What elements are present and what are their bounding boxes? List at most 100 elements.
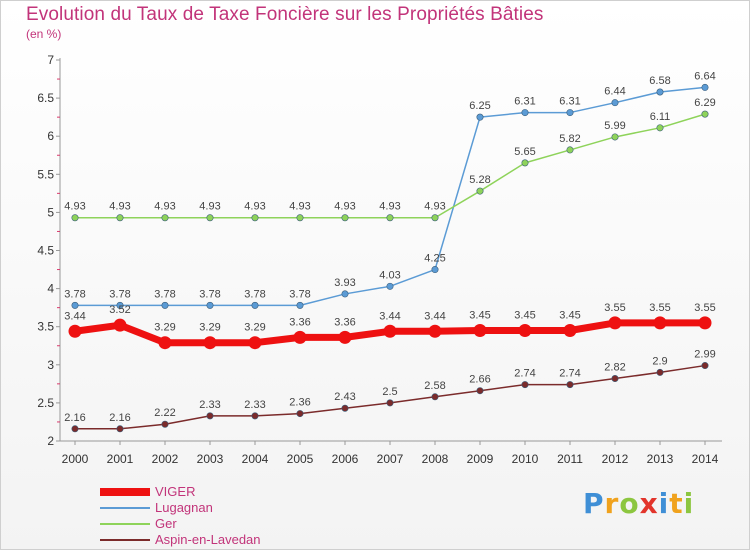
- data-point: [701, 83, 709, 91]
- data-point: [521, 381, 529, 389]
- data-point: [521, 159, 529, 167]
- data-point: [68, 324, 82, 338]
- legend-swatch: [100, 488, 150, 496]
- x-tick-label: 2006: [332, 452, 359, 466]
- data-point: [386, 214, 394, 222]
- data-point: [113, 318, 127, 332]
- x-tick-label: 2008: [422, 452, 449, 466]
- data-point: [251, 412, 259, 420]
- data-point: [206, 412, 214, 420]
- data-label: 2.66: [469, 374, 490, 386]
- data-point: [611, 133, 619, 141]
- x-tick-label: 2012: [602, 452, 629, 466]
- logo-letter: P: [583, 487, 605, 520]
- logo-letter: i: [658, 487, 670, 520]
- x-tick-label: 2003: [197, 452, 224, 466]
- data-label: 3.78: [289, 288, 310, 300]
- data-label: 4.93: [424, 201, 445, 213]
- y-tick-label: 2: [47, 434, 54, 448]
- data-label: 2.33: [244, 399, 265, 411]
- legend-label: Lugagnan: [155, 500, 213, 515]
- data-label: 6.31: [559, 96, 580, 108]
- data-point: [116, 214, 124, 222]
- data-label: 3.78: [199, 288, 220, 300]
- data-point: [431, 266, 439, 274]
- data-label: 4.25: [424, 253, 445, 265]
- x-tick-label: 2007: [377, 452, 404, 466]
- data-point: [566, 109, 574, 117]
- data-point: [563, 324, 577, 338]
- data-label: 2.43: [334, 391, 355, 403]
- data-point: [71, 425, 79, 433]
- data-point: [158, 336, 172, 350]
- data-label: 3.44: [64, 310, 85, 322]
- y-tick-label: 4.5: [37, 244, 54, 258]
- data-point: [431, 393, 439, 401]
- data-label: 2.36: [289, 397, 310, 409]
- data-point: [476, 387, 484, 395]
- chart-unit: (en %): [26, 27, 62, 41]
- data-label: 3.55: [604, 302, 625, 314]
- legend-label: VIGER: [155, 484, 196, 499]
- x-tick-label: 2005: [287, 452, 314, 466]
- data-label: 6.44: [604, 86, 625, 98]
- legend-label: Aspin-en-Lavedan: [155, 532, 261, 547]
- data-point: [293, 330, 307, 344]
- data-label: 3.29: [244, 322, 265, 334]
- data-point: [473, 324, 487, 338]
- data-point: [251, 301, 259, 309]
- data-point: [521, 109, 529, 117]
- data-label: 2.82: [604, 362, 625, 374]
- data-point: [161, 301, 169, 309]
- data-point: [698, 316, 712, 330]
- data-point: [431, 214, 439, 222]
- data-point: [566, 381, 574, 389]
- y-tick-label: 5: [47, 205, 54, 219]
- x-tick-label: 2001: [107, 452, 134, 466]
- data-point: [386, 399, 394, 407]
- data-label: 6.58: [649, 75, 670, 87]
- data-label: 4.93: [154, 201, 175, 213]
- logo-letter: t: [669, 487, 684, 520]
- data-label: 3.78: [109, 288, 130, 300]
- data-point: [656, 88, 664, 96]
- x-tick-label: 2009: [467, 452, 494, 466]
- data-point: [296, 410, 304, 418]
- data-point: [476, 113, 484, 121]
- legend-swatch: [100, 507, 150, 509]
- y-tick-label: 7: [47, 53, 54, 67]
- data-label: 2.16: [64, 412, 85, 424]
- data-label: 3.93: [334, 277, 355, 289]
- data-label: 2.33: [199, 399, 220, 411]
- data-label: 3.36: [289, 316, 310, 328]
- data-label: 2.58: [424, 380, 445, 392]
- data-label: 5.82: [559, 133, 580, 145]
- data-label: 5.65: [514, 146, 535, 158]
- data-point: [203, 336, 217, 350]
- data-point: [161, 214, 169, 222]
- data-label: 4.93: [379, 201, 400, 213]
- x-tick-label: 2004: [242, 452, 269, 466]
- data-point: [611, 99, 619, 107]
- data-point: [248, 336, 262, 350]
- data-point: [116, 425, 124, 433]
- data-point: [296, 214, 304, 222]
- data-label: 3.78: [154, 288, 175, 300]
- data-label: 3.44: [424, 310, 445, 322]
- data-point: [428, 324, 442, 338]
- data-point: [161, 420, 169, 428]
- data-point: [296, 301, 304, 309]
- data-point: [116, 301, 124, 309]
- logo-letter: r: [604, 487, 620, 520]
- data-label: 3.36: [334, 316, 355, 328]
- data-label: 3.78: [244, 288, 265, 300]
- data-label: 3.29: [154, 322, 175, 334]
- data-point: [566, 146, 574, 154]
- y-tick-label: 6.5: [37, 91, 54, 105]
- x-tick-label: 2000: [62, 452, 89, 466]
- data-point: [611, 375, 619, 383]
- data-point: [206, 214, 214, 222]
- data-point: [653, 316, 667, 330]
- x-tick-label: 2010: [512, 452, 539, 466]
